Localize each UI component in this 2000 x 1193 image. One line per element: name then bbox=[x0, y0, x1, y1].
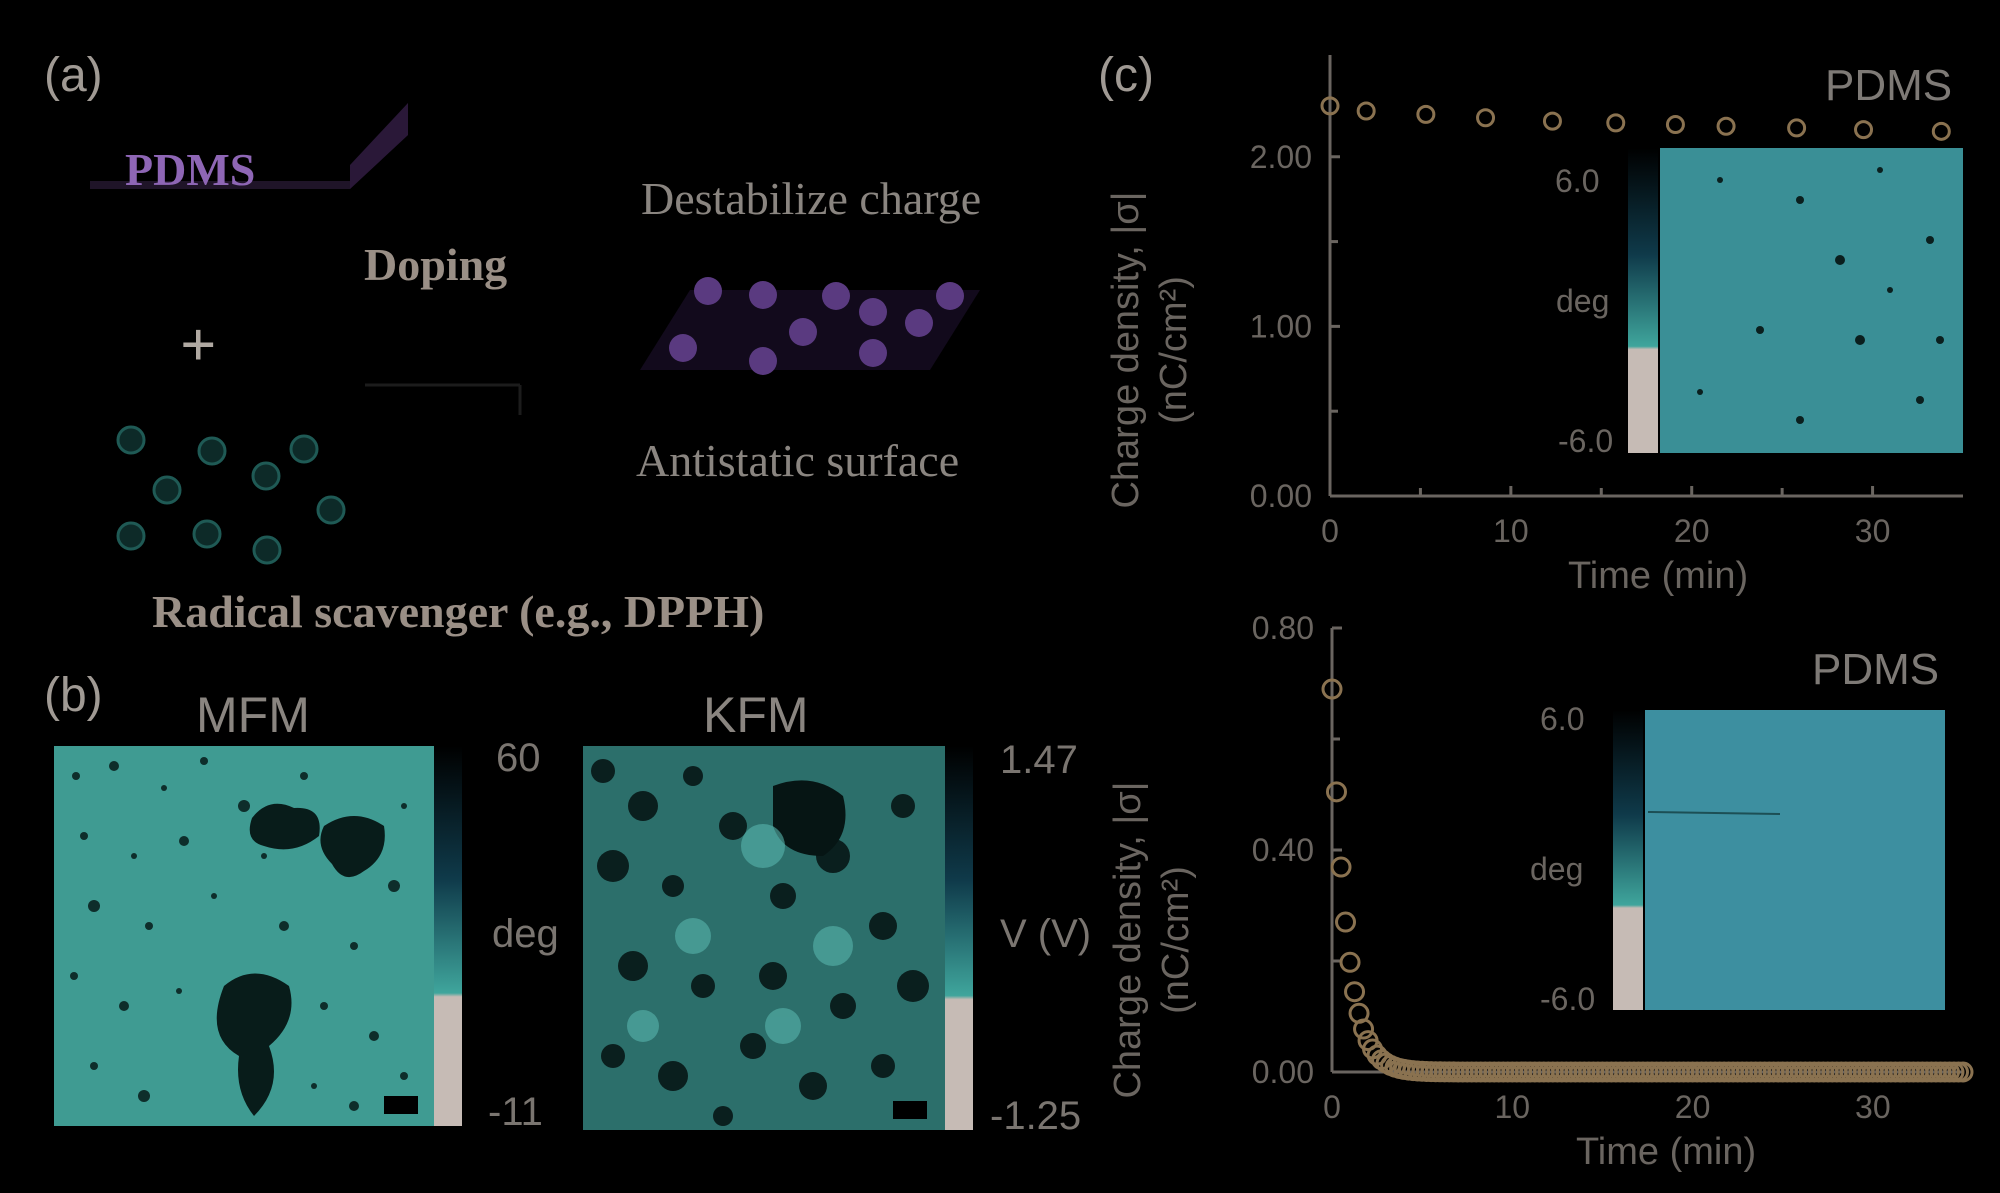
y-tick-label: 1.00 bbox=[1250, 308, 1312, 344]
kfm-cb-unit: V (V) bbox=[1000, 912, 1092, 956]
x-tick-label: 30 bbox=[1855, 1089, 1891, 1125]
x-tick-label: 20 bbox=[1674, 513, 1710, 549]
chart-bottom: 0.00 0.40 0.80 0 10 20 30 Time (min) Charge d… bbox=[1107, 610, 1974, 1173]
data-point bbox=[1326, 781, 1348, 803]
data-point bbox=[1952, 1061, 1974, 1083]
data-point bbox=[1320, 96, 1340, 116]
x-tick-label: 20 bbox=[1675, 1089, 1711, 1125]
mfm-cb-min: -11 bbox=[488, 1090, 543, 1134]
chart-top-ylabel-line2: (nC/cm²) bbox=[1153, 276, 1195, 424]
doping-arrow bbox=[365, 383, 522, 415]
y-tick-label: 0.80 bbox=[1252, 610, 1314, 646]
data-point bbox=[1716, 116, 1736, 136]
data-point bbox=[1542, 111, 1562, 131]
plus-sign: + bbox=[180, 309, 217, 380]
x-tick-label: 0 bbox=[1321, 513, 1339, 549]
y-tick-label: 0.40 bbox=[1252, 832, 1314, 868]
chart-bottom-ylabel-line2: (nC/cm²) bbox=[1155, 866, 1197, 1014]
data-point bbox=[1854, 120, 1874, 140]
chart-bottom-inset-title: PDMS bbox=[1812, 645, 1939, 694]
kfm-cb-max: 1.47 bbox=[1000, 738, 1078, 782]
antistatic-label: Antistatic surface bbox=[636, 435, 960, 486]
chart-top-inset-cb-min: -6.0 bbox=[1558, 423, 1613, 459]
data-point bbox=[1330, 856, 1352, 878]
kfm-cb-min: -1.25 bbox=[990, 1094, 1082, 1138]
data-point bbox=[1606, 113, 1626, 133]
x-tick-label: 0 bbox=[1323, 1089, 1341, 1125]
mfm-colorbar bbox=[434, 746, 462, 1126]
panel-label-a: (a) bbox=[44, 49, 103, 102]
chart-top-xlabel: Time (min) bbox=[1568, 555, 1748, 597]
scavenger-molecules bbox=[116, 425, 346, 565]
chart-top: 0.00 1.00 2.00 0 10 20 30 Time (min) Charge d… bbox=[1105, 55, 1963, 597]
data-point bbox=[1321, 678, 1343, 700]
chart-top-inset-cb-unit: deg bbox=[1556, 283, 1609, 319]
data-point bbox=[1787, 118, 1807, 138]
destabilize-label: Destabilize charge bbox=[641, 173, 982, 224]
scavenger-label: Radical scavenger (e.g., DPPH) bbox=[152, 586, 765, 637]
chart-top-inset-title: PDMS bbox=[1825, 61, 1952, 110]
chart-bottom-inset-cb-max: 6.0 bbox=[1540, 701, 1584, 737]
mfm-title: MFM bbox=[196, 687, 310, 743]
chart-top-inset: PDMS 6.0 deg -6.0 bbox=[1555, 61, 1963, 459]
chart-bottom-xlabel: Time (min) bbox=[1576, 1131, 1756, 1173]
data-point bbox=[1335, 911, 1357, 933]
data-point bbox=[1665, 115, 1685, 135]
y-tick-label: 0.00 bbox=[1250, 478, 1312, 514]
data-point bbox=[1476, 108, 1496, 128]
y-tick-label: 2.00 bbox=[1250, 139, 1312, 175]
kfm-title: KFM bbox=[703, 687, 809, 743]
chart-bottom-inset-cb-unit: deg bbox=[1530, 851, 1583, 887]
pdms-slab bbox=[90, 103, 408, 189]
data-point bbox=[1344, 981, 1366, 1003]
chart-top-ylabel-line1: Charge density, |σ| bbox=[1105, 191, 1147, 508]
data-point bbox=[1416, 104, 1436, 124]
y-tick-label: 0.00 bbox=[1252, 1054, 1314, 1090]
pdms-label: PDMS bbox=[125, 144, 256, 195]
chart-top-inset-cb-max: 6.0 bbox=[1555, 163, 1599, 199]
mfm-image bbox=[54, 746, 434, 1126]
x-tick-label: 10 bbox=[1494, 1089, 1530, 1125]
x-tick-label: 30 bbox=[1855, 513, 1891, 549]
doped-slab bbox=[640, 277, 980, 375]
mfm-cb-max: 60 bbox=[496, 736, 541, 780]
panel-label-c: (c) bbox=[1098, 49, 1154, 102]
kfm-image bbox=[583, 746, 945, 1130]
panel-label-b: (b) bbox=[44, 669, 103, 722]
kfm-colorbar bbox=[945, 746, 973, 1130]
doping-label: Doping bbox=[364, 239, 508, 290]
mfm-cb-unit: deg bbox=[492, 912, 559, 956]
data-point bbox=[1931, 121, 1951, 141]
data-point bbox=[1339, 951, 1361, 973]
data-point bbox=[1356, 101, 1376, 121]
chart-bottom-inset: PDMS 6.0 deg -6.0 bbox=[1530, 645, 1945, 1017]
chart-bottom-inset-cb-min: -6.0 bbox=[1540, 981, 1595, 1017]
x-tick-label: 10 bbox=[1493, 513, 1529, 549]
data-point bbox=[1353, 1018, 1375, 1040]
chart-bottom-ylabel-line1: Charge density, |σ| bbox=[1107, 781, 1149, 1098]
